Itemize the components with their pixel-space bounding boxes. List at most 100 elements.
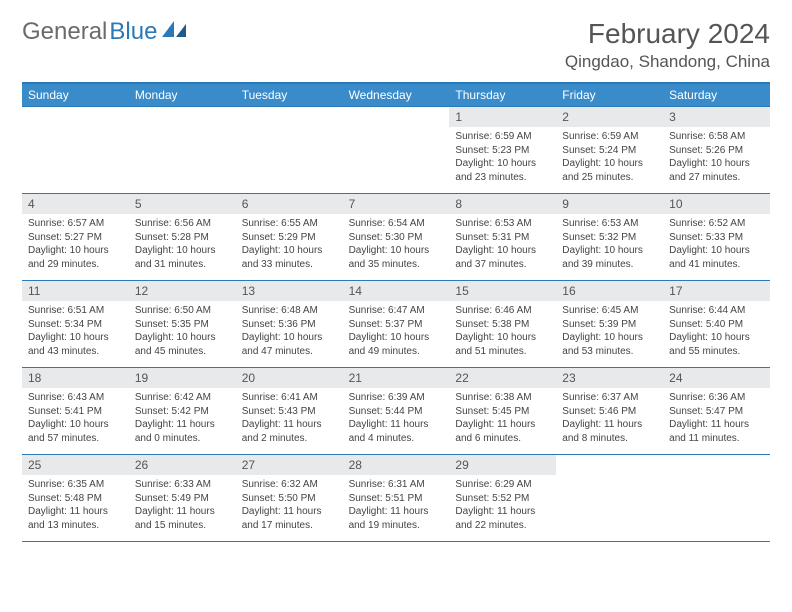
daylight-text: Daylight: 11 hours and 15 minutes. [135, 505, 230, 532]
day-cell: 24Sunrise: 6:36 AMSunset: 5:47 PMDayligh… [663, 368, 770, 454]
sunset-text: Sunset: 5:26 PM [669, 144, 764, 158]
daylight-text: Daylight: 10 hours and 29 minutes. [28, 244, 123, 271]
day-body: Sunrise: 6:31 AMSunset: 5:51 PMDaylight:… [343, 475, 450, 537]
day-cell: 20Sunrise: 6:41 AMSunset: 5:43 PMDayligh… [236, 368, 343, 454]
day-body: Sunrise: 6:37 AMSunset: 5:46 PMDaylight:… [556, 388, 663, 450]
daylight-text: Daylight: 10 hours and 45 minutes. [135, 331, 230, 358]
day-number [663, 455, 770, 461]
day-cell: 26Sunrise: 6:33 AMSunset: 5:49 PMDayligh… [129, 455, 236, 541]
day-cell: 4Sunrise: 6:57 AMSunset: 5:27 PMDaylight… [22, 194, 129, 280]
sunrise-text: Sunrise: 6:45 AM [562, 304, 657, 318]
sunrise-text: Sunrise: 6:38 AM [455, 391, 550, 405]
daylight-text: Daylight: 10 hours and 55 minutes. [669, 331, 764, 358]
day-body: Sunrise: 6:45 AMSunset: 5:39 PMDaylight:… [556, 301, 663, 363]
daylight-text: Daylight: 11 hours and 4 minutes. [349, 418, 444, 445]
weekday-header: Sunday [22, 84, 129, 106]
daylight-text: Daylight: 11 hours and 22 minutes. [455, 505, 550, 532]
sunrise-text: Sunrise: 6:32 AM [242, 478, 337, 492]
day-body: Sunrise: 6:36 AMSunset: 5:47 PMDaylight:… [663, 388, 770, 450]
day-body: Sunrise: 6:53 AMSunset: 5:31 PMDaylight:… [449, 214, 556, 276]
day-number: 2 [556, 107, 663, 127]
sunrise-text: Sunrise: 6:42 AM [135, 391, 230, 405]
sunset-text: Sunset: 5:36 PM [242, 318, 337, 332]
day-body: Sunrise: 6:59 AMSunset: 5:23 PMDaylight:… [449, 127, 556, 189]
day-cell: 29Sunrise: 6:29 AMSunset: 5:52 PMDayligh… [449, 455, 556, 541]
day-body: Sunrise: 6:59 AMSunset: 5:24 PMDaylight:… [556, 127, 663, 189]
daylight-text: Daylight: 10 hours and 35 minutes. [349, 244, 444, 271]
week-row: 1Sunrise: 6:59 AMSunset: 5:23 PMDaylight… [22, 106, 770, 193]
day-body: Sunrise: 6:32 AMSunset: 5:50 PMDaylight:… [236, 475, 343, 537]
sunset-text: Sunset: 5:31 PM [455, 231, 550, 245]
day-cell: 21Sunrise: 6:39 AMSunset: 5:44 PMDayligh… [343, 368, 450, 454]
day-body: Sunrise: 6:39 AMSunset: 5:44 PMDaylight:… [343, 388, 450, 450]
sunrise-text: Sunrise: 6:53 AM [562, 217, 657, 231]
sunrise-text: Sunrise: 6:57 AM [28, 217, 123, 231]
title-month: February 2024 [565, 18, 770, 50]
sunrise-text: Sunrise: 6:39 AM [349, 391, 444, 405]
day-body: Sunrise: 6:58 AMSunset: 5:26 PMDaylight:… [663, 127, 770, 189]
day-number: 28 [343, 455, 450, 475]
daylight-text: Daylight: 10 hours and 39 minutes. [562, 244, 657, 271]
day-body: Sunrise: 6:35 AMSunset: 5:48 PMDaylight:… [22, 475, 129, 537]
sunset-text: Sunset: 5:35 PM [135, 318, 230, 332]
day-body: Sunrise: 6:38 AMSunset: 5:45 PMDaylight:… [449, 388, 556, 450]
sunrise-text: Sunrise: 6:35 AM [28, 478, 123, 492]
sunset-text: Sunset: 5:45 PM [455, 405, 550, 419]
day-cell: 13Sunrise: 6:48 AMSunset: 5:36 PMDayligh… [236, 281, 343, 367]
day-body: Sunrise: 6:42 AMSunset: 5:42 PMDaylight:… [129, 388, 236, 450]
day-number: 14 [343, 281, 450, 301]
day-body: Sunrise: 6:53 AMSunset: 5:32 PMDaylight:… [556, 214, 663, 276]
day-body: Sunrise: 6:44 AMSunset: 5:40 PMDaylight:… [663, 301, 770, 363]
day-number: 6 [236, 194, 343, 214]
day-cell: 10Sunrise: 6:52 AMSunset: 5:33 PMDayligh… [663, 194, 770, 280]
daylight-text: Daylight: 10 hours and 31 minutes. [135, 244, 230, 271]
daylight-text: Daylight: 10 hours and 23 minutes. [455, 157, 550, 184]
day-number: 3 [663, 107, 770, 127]
logo: GeneralBlue [22, 18, 188, 46]
sunset-text: Sunset: 5:38 PM [455, 318, 550, 332]
day-number: 25 [22, 455, 129, 475]
weekday-header: Friday [556, 84, 663, 106]
day-body: Sunrise: 6:56 AMSunset: 5:28 PMDaylight:… [129, 214, 236, 276]
daylight-text: Daylight: 11 hours and 11 minutes. [669, 418, 764, 445]
day-number: 9 [556, 194, 663, 214]
sunrise-text: Sunrise: 6:48 AM [242, 304, 337, 318]
weekday-header: Tuesday [236, 84, 343, 106]
week-row: 25Sunrise: 6:35 AMSunset: 5:48 PMDayligh… [22, 454, 770, 541]
sunset-text: Sunset: 5:32 PM [562, 231, 657, 245]
sunset-text: Sunset: 5:49 PM [135, 492, 230, 506]
sunset-text: Sunset: 5:43 PM [242, 405, 337, 419]
day-cell: 18Sunrise: 6:43 AMSunset: 5:41 PMDayligh… [22, 368, 129, 454]
sunset-text: Sunset: 5:34 PM [28, 318, 123, 332]
day-number: 4 [22, 194, 129, 214]
day-number [129, 107, 236, 113]
day-body: Sunrise: 6:54 AMSunset: 5:30 PMDaylight:… [343, 214, 450, 276]
sunset-text: Sunset: 5:48 PM [28, 492, 123, 506]
day-body: Sunrise: 6:48 AMSunset: 5:36 PMDaylight:… [236, 301, 343, 363]
title-block: February 2024 Qingdao, Shandong, China [565, 18, 770, 72]
sunset-text: Sunset: 5:28 PM [135, 231, 230, 245]
daylight-text: Daylight: 11 hours and 2 minutes. [242, 418, 337, 445]
day-number: 11 [22, 281, 129, 301]
sunrise-text: Sunrise: 6:41 AM [242, 391, 337, 405]
sunrise-text: Sunrise: 6:33 AM [135, 478, 230, 492]
sunset-text: Sunset: 5:40 PM [669, 318, 764, 332]
sunrise-text: Sunrise: 6:36 AM [669, 391, 764, 405]
daylight-text: Daylight: 10 hours and 37 minutes. [455, 244, 550, 271]
day-cell: 7Sunrise: 6:54 AMSunset: 5:30 PMDaylight… [343, 194, 450, 280]
sunset-text: Sunset: 5:30 PM [349, 231, 444, 245]
week-row: 18Sunrise: 6:43 AMSunset: 5:41 PMDayligh… [22, 367, 770, 454]
sunrise-text: Sunrise: 6:44 AM [669, 304, 764, 318]
day-cell: 5Sunrise: 6:56 AMSunset: 5:28 PMDaylight… [129, 194, 236, 280]
day-body: Sunrise: 6:52 AMSunset: 5:33 PMDaylight:… [663, 214, 770, 276]
sunset-text: Sunset: 5:24 PM [562, 144, 657, 158]
sunset-text: Sunset: 5:50 PM [242, 492, 337, 506]
daylight-text: Daylight: 10 hours and 41 minutes. [669, 244, 764, 271]
day-number: 22 [449, 368, 556, 388]
weekday-header: Wednesday [343, 84, 450, 106]
sunrise-text: Sunrise: 6:43 AM [28, 391, 123, 405]
day-number: 13 [236, 281, 343, 301]
day-cell: 6Sunrise: 6:55 AMSunset: 5:29 PMDaylight… [236, 194, 343, 280]
daylight-text: Daylight: 10 hours and 53 minutes. [562, 331, 657, 358]
sunrise-text: Sunrise: 6:31 AM [349, 478, 444, 492]
